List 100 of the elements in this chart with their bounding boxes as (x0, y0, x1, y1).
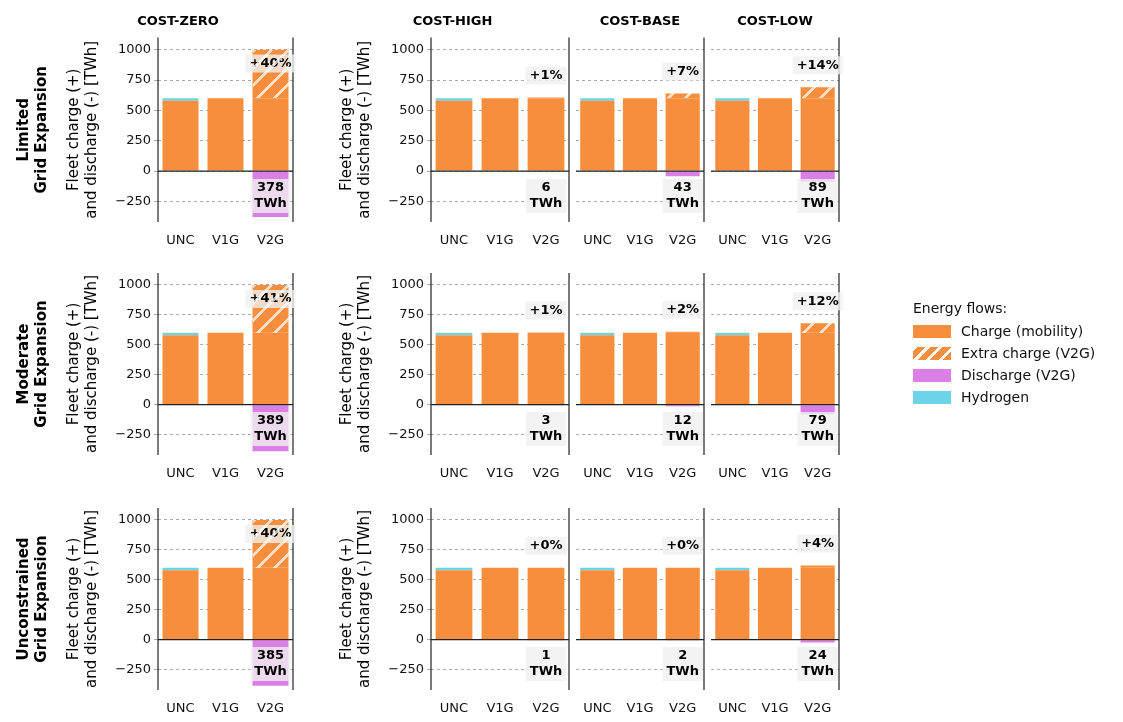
y-tick-label: 0 (415, 162, 424, 178)
x-tick-label: V2G (804, 700, 832, 716)
text: Limited Grid Expansion (13, 66, 50, 194)
y-tick-label: −250 (388, 426, 424, 442)
text: Unconstrained Grid Expansion (13, 535, 50, 663)
y-tick-label: 0 (142, 631, 151, 647)
y-tick-label: 250 (126, 366, 151, 382)
y-tick-label: 500 (399, 336, 424, 352)
annotation: +40% (249, 54, 292, 70)
annotation: 389 TWh (254, 412, 287, 444)
y-tick-label: 1000 (390, 276, 424, 292)
x-tick-label: UNC (718, 465, 747, 481)
y-tick-label: 500 (399, 571, 424, 587)
x-tick-label: V2G (256, 700, 285, 716)
legend-label: Charge (mobility) (961, 323, 1084, 339)
y-tick-label: 250 (126, 132, 151, 148)
annotation: 6 TWh (529, 179, 563, 211)
annotation: 2 TWh (666, 647, 699, 679)
annotation: +2% (666, 301, 700, 317)
x-tick-label: V1G (761, 700, 789, 716)
x-tick-label: UNC (166, 700, 195, 716)
annotation: +4% (801, 534, 835, 550)
y-tick-label: 250 (399, 366, 424, 382)
y-tick-label: −250 (115, 426, 151, 442)
x-tick-label: V2G (669, 700, 697, 716)
x-tick-label: V2G (532, 700, 560, 716)
x-tick-label: V1G (486, 700, 514, 716)
annotation: 89 TWh (801, 179, 834, 211)
legend-label: Extra charge (V2G) (961, 345, 1096, 361)
x-tick-label: UNC (166, 232, 195, 248)
y-tick-label: −250 (388, 192, 424, 208)
x-tick-label: V1G (211, 465, 240, 481)
annotation: +40% (249, 525, 292, 541)
y-tick-label: 1000 (117, 276, 151, 292)
y-axis-title: Fleet charge (+) and discharge (-) [TWh] (336, 510, 373, 688)
y-tick-label: 1000 (390, 41, 424, 57)
annotation: +12% (796, 292, 839, 308)
legend-title: Energy flows: (913, 300, 1009, 316)
y-tick-label: 750 (126, 306, 151, 322)
y-tick-label: 750 (399, 541, 424, 557)
annotation: +1% (529, 301, 563, 317)
y-tick-label: 750 (126, 71, 151, 87)
x-tick-label: V1G (761, 232, 789, 248)
annotation: +0% (529, 537, 563, 553)
y-tick-label: 0 (142, 396, 151, 412)
annotation: 79 TWh (801, 412, 834, 444)
x-tick-label: V2G (669, 465, 697, 481)
x-tick-label: V1G (626, 700, 654, 716)
x-tick-label: V1G (211, 232, 240, 248)
chart-title: COST-HIGH (412, 13, 493, 29)
y-tick-label: 1000 (117, 41, 151, 57)
y-tick-label: 0 (415, 396, 424, 412)
annotation: 12 TWh (666, 412, 699, 444)
y-tick-label: 750 (399, 71, 424, 87)
x-tick-label: V2G (669, 232, 697, 248)
y-tick-label: 250 (126, 601, 151, 617)
annotation: +0% (666, 537, 700, 552)
x-tick-label: V1G (761, 465, 789, 481)
x-tick-label: UNC (583, 465, 612, 481)
y-axis-title: Fleet charge (+) and discharge (-) [TWh] (63, 40, 100, 219)
y-axis-title: Fleet charge (+) and discharge (-) [TWh] (336, 275, 373, 453)
y-axis-title: Fleet charge (+) and discharge (-) [TWh] (336, 40, 373, 219)
y-axis-title: Fleet charge (+) and discharge (-) [TWh] (63, 275, 100, 453)
annotation: 378 TWh (254, 179, 287, 211)
x-tick-label: UNC (718, 700, 747, 716)
x-tick-label: UNC (583, 700, 612, 716)
y-tick-label: 750 (126, 541, 151, 557)
y-tick-label: 0 (415, 631, 424, 647)
y-tick-label: 500 (126, 101, 151, 117)
annotation: +7% (666, 62, 700, 78)
annotation: +41% (249, 290, 292, 306)
legend-label: Hydrogen (961, 389, 1030, 405)
y-tick-label: −250 (388, 661, 424, 677)
x-tick-label: V1G (486, 232, 514, 248)
x-tick-label: V1G (211, 700, 240, 716)
x-tick-label: V1G (626, 232, 654, 248)
chart-title: COST-ZERO (137, 13, 219, 29)
y-tick-label: 1000 (390, 511, 424, 527)
x-tick-label: UNC (583, 232, 612, 248)
x-tick-label: V1G (626, 465, 654, 481)
y-tick-label: 500 (126, 571, 151, 587)
annotation: 3 TWh (529, 412, 563, 444)
x-tick-label: V2G (256, 465, 285, 481)
x-tick-label: UNC (166, 465, 195, 481)
chart-title: COST-LOW (737, 13, 813, 29)
y-tick-label: 250 (399, 132, 424, 148)
annotation: 43 TWh (666, 179, 699, 211)
x-tick-label: UNC (718, 232, 747, 248)
x-tick-label: V1G (486, 465, 514, 481)
x-tick-label: V2G (532, 465, 560, 481)
annotation: 385 TWh (254, 647, 287, 679)
x-tick-label: UNC (439, 465, 469, 481)
y-tick-label: 0 (142, 162, 151, 178)
annotation: +1% (529, 66, 563, 82)
y-axis-title: Fleet charge (+) and discharge (-) [TWh] (63, 510, 100, 688)
x-tick-label: UNC (439, 232, 469, 248)
text: Moderate Grid Expansion (13, 300, 50, 428)
annotation: +14% (796, 56, 839, 72)
x-tick-label: UNC (439, 700, 469, 716)
x-tick-label: V2G (532, 232, 560, 248)
